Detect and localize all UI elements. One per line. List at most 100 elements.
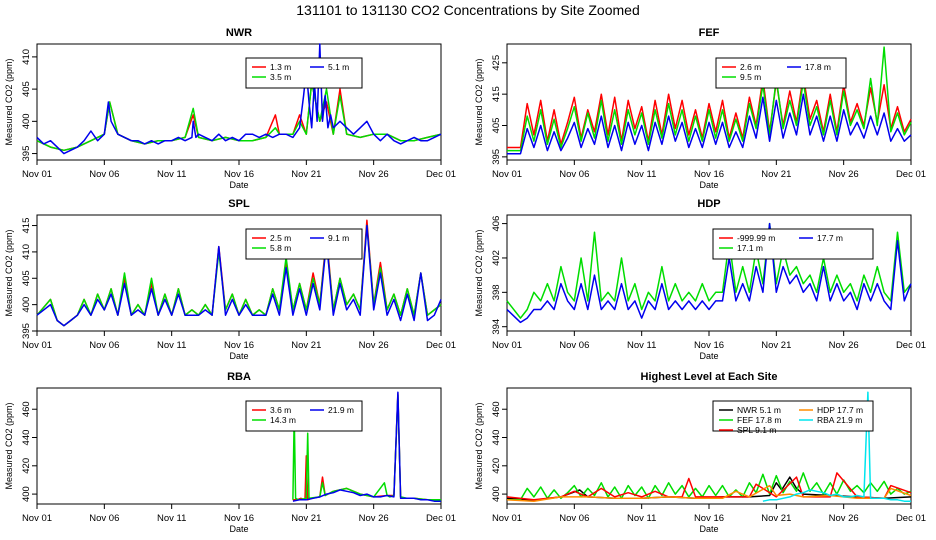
y-tick-label: 406: [491, 216, 502, 232]
series-line-21-9-m: [292, 391, 441, 502]
y-axis-label: Measured CO2 (ppm): [474, 402, 484, 489]
x-tick-label: Nov 06: [89, 169, 119, 180]
y-tick-label: 395: [21, 323, 32, 339]
y-tick-label: 460: [491, 401, 502, 417]
x-tick-label: Nov 26: [829, 169, 859, 180]
legend-label: SPL 9.1 m: [737, 425, 776, 435]
chart-title: SPL: [228, 198, 250, 210]
x-tick-label: Dec 01: [426, 513, 456, 524]
x-tick-label: Nov 16: [224, 340, 254, 351]
series-line-9-1-m: [36, 224, 442, 327]
series-line-fef-17-8-m: [507, 472, 912, 501]
series-line-3-5-m: [36, 81, 442, 152]
x-tick-label: Nov 11: [157, 513, 186, 524]
legend-label: 2.5 m: [270, 233, 291, 243]
legend-label: HDP 17.7 m: [817, 405, 863, 415]
x-tick-label: Nov 11: [627, 169, 656, 180]
x-tick-label: Nov 16: [224, 169, 254, 180]
legend-label: FEF 17.8 m: [737, 415, 781, 425]
legend-label: 17.1 m: [737, 243, 763, 253]
x-tick-label: Nov 26: [359, 513, 389, 524]
series-line-5-8-m: [36, 224, 442, 327]
legend-label: 14.3 m: [270, 415, 296, 425]
y-axis-label: Measured CO2 (ppm): [4, 229, 14, 316]
x-tick-label: Nov 06: [559, 513, 589, 524]
legend-label: 5.8 m: [270, 243, 291, 253]
y-tick-label: 400: [491, 486, 502, 502]
legend: 2.5 m5.8 m 9.1 m: [245, 228, 363, 260]
x-axis-label: Date: [229, 524, 248, 534]
series-line-2-6-m: [507, 74, 912, 149]
y-tick-label: 402: [491, 250, 502, 266]
series-line-17-8-m: [507, 93, 912, 155]
y-tick-label: 440: [21, 430, 32, 446]
y-tick-label: 440: [491, 430, 502, 446]
x-tick-label: Nov 26: [829, 340, 859, 351]
x-tick-label: Nov 21: [291, 340, 321, 351]
legend: -999.99 m17.1 m 17.7 m: [712, 228, 874, 260]
x-tick-label: Dec 01: [896, 513, 926, 524]
y-tick-label: 400: [21, 486, 32, 502]
series-line-9-5-m: [507, 46, 912, 152]
x-tick-label: Dec 01: [896, 340, 926, 351]
y-tick-label: 394: [491, 319, 502, 335]
x-axis-label: Date: [699, 180, 718, 190]
y-tick-label: 425: [491, 55, 502, 71]
series-line-5-1-m: [36, 43, 442, 155]
legend-label: NWR 5.1 m: [737, 405, 781, 415]
x-tick-label: Nov 11: [157, 169, 186, 180]
y-tick-label: 460: [21, 401, 32, 417]
legend-box: [712, 228, 874, 260]
x-tick-label: Nov 01: [492, 340, 522, 351]
x-axis-label: Date: [229, 180, 248, 190]
plot-frame: [36, 387, 442, 505]
legend-label: RBA 21.9 m: [817, 415, 862, 425]
legend-box: [245, 228, 363, 260]
legend-label: 21.9 m: [328, 405, 354, 415]
x-tick-label: Nov 16: [224, 513, 254, 524]
x-tick-label: Nov 01: [22, 169, 52, 180]
x-tick-label: Nov 26: [829, 513, 859, 524]
legend-box: [712, 400, 874, 432]
x-tick-label: Nov 01: [22, 340, 52, 351]
legend-label: 17.8 m: [805, 62, 831, 72]
x-tick-label: Dec 01: [426, 169, 456, 180]
y-tick-label: 420: [491, 458, 502, 474]
series-line-14-3-m: [292, 394, 441, 501]
x-tick-label: Nov 21: [291, 513, 321, 524]
x-tick-label: Nov 16: [694, 340, 724, 351]
x-tick-label: Nov 21: [761, 169, 791, 180]
x-axis-label: Date: [229, 351, 248, 361]
chart-nwr: NWR Nov 01 Nov 06 Nov 11 Nov 16 Nov 21 Nov 26 D…: [4, 27, 456, 190]
y-tick-label: 405: [21, 81, 32, 97]
y-tick-label: 405: [21, 270, 32, 286]
y-tick-label: 410: [21, 244, 32, 260]
x-tick-label: Nov 11: [627, 340, 656, 351]
x-tick-label: Nov 01: [492, 169, 522, 180]
y-tick-label: 415: [491, 86, 502, 102]
legend: 1.3 m3.5 m 5.1 m: [245, 57, 363, 89]
legend-label: 17.7 m: [817, 233, 843, 243]
y-tick-label: 395: [21, 146, 32, 162]
x-tick-label: Nov 21: [761, 340, 791, 351]
chart-hdp: HDP Nov 01 Nov 06 Nov 11 Nov 16 Nov 21 Nov 26 D…: [474, 198, 926, 361]
y-axis-label: Measured CO2 (ppm): [4, 402, 14, 489]
series-line-rba-21-9-m: [762, 391, 911, 502]
chart-spl: SPL Nov 01 Nov 06 Nov 11 Nov 16 Nov 21 Nov 26 D…: [4, 198, 456, 361]
x-tick-label: Nov 26: [359, 340, 389, 351]
y-axis-label: Measured CO2 (ppm): [474, 229, 484, 316]
y-tick-label: 400: [21, 297, 32, 313]
y-axis-label: Measured CO2 (ppm): [4, 58, 14, 145]
series-line-17-7-m: [506, 222, 912, 324]
series-line-hdp-17-7-m: [506, 484, 912, 502]
y-tick-label: 395: [491, 149, 502, 165]
x-tick-label: Nov 11: [157, 340, 186, 351]
x-tick-label: Nov 11: [627, 513, 656, 524]
chart-fef: FEF Nov 01 Nov 06 Nov 11 Nov 16 Nov 21 Nov 26 D…: [474, 27, 926, 190]
x-tick-label: Nov 16: [694, 513, 724, 524]
y-tick-label: 415: [21, 218, 32, 234]
chart-title: NWR: [226, 27, 252, 39]
plot-frame: [506, 43, 912, 161]
legend-box: [715, 57, 847, 89]
